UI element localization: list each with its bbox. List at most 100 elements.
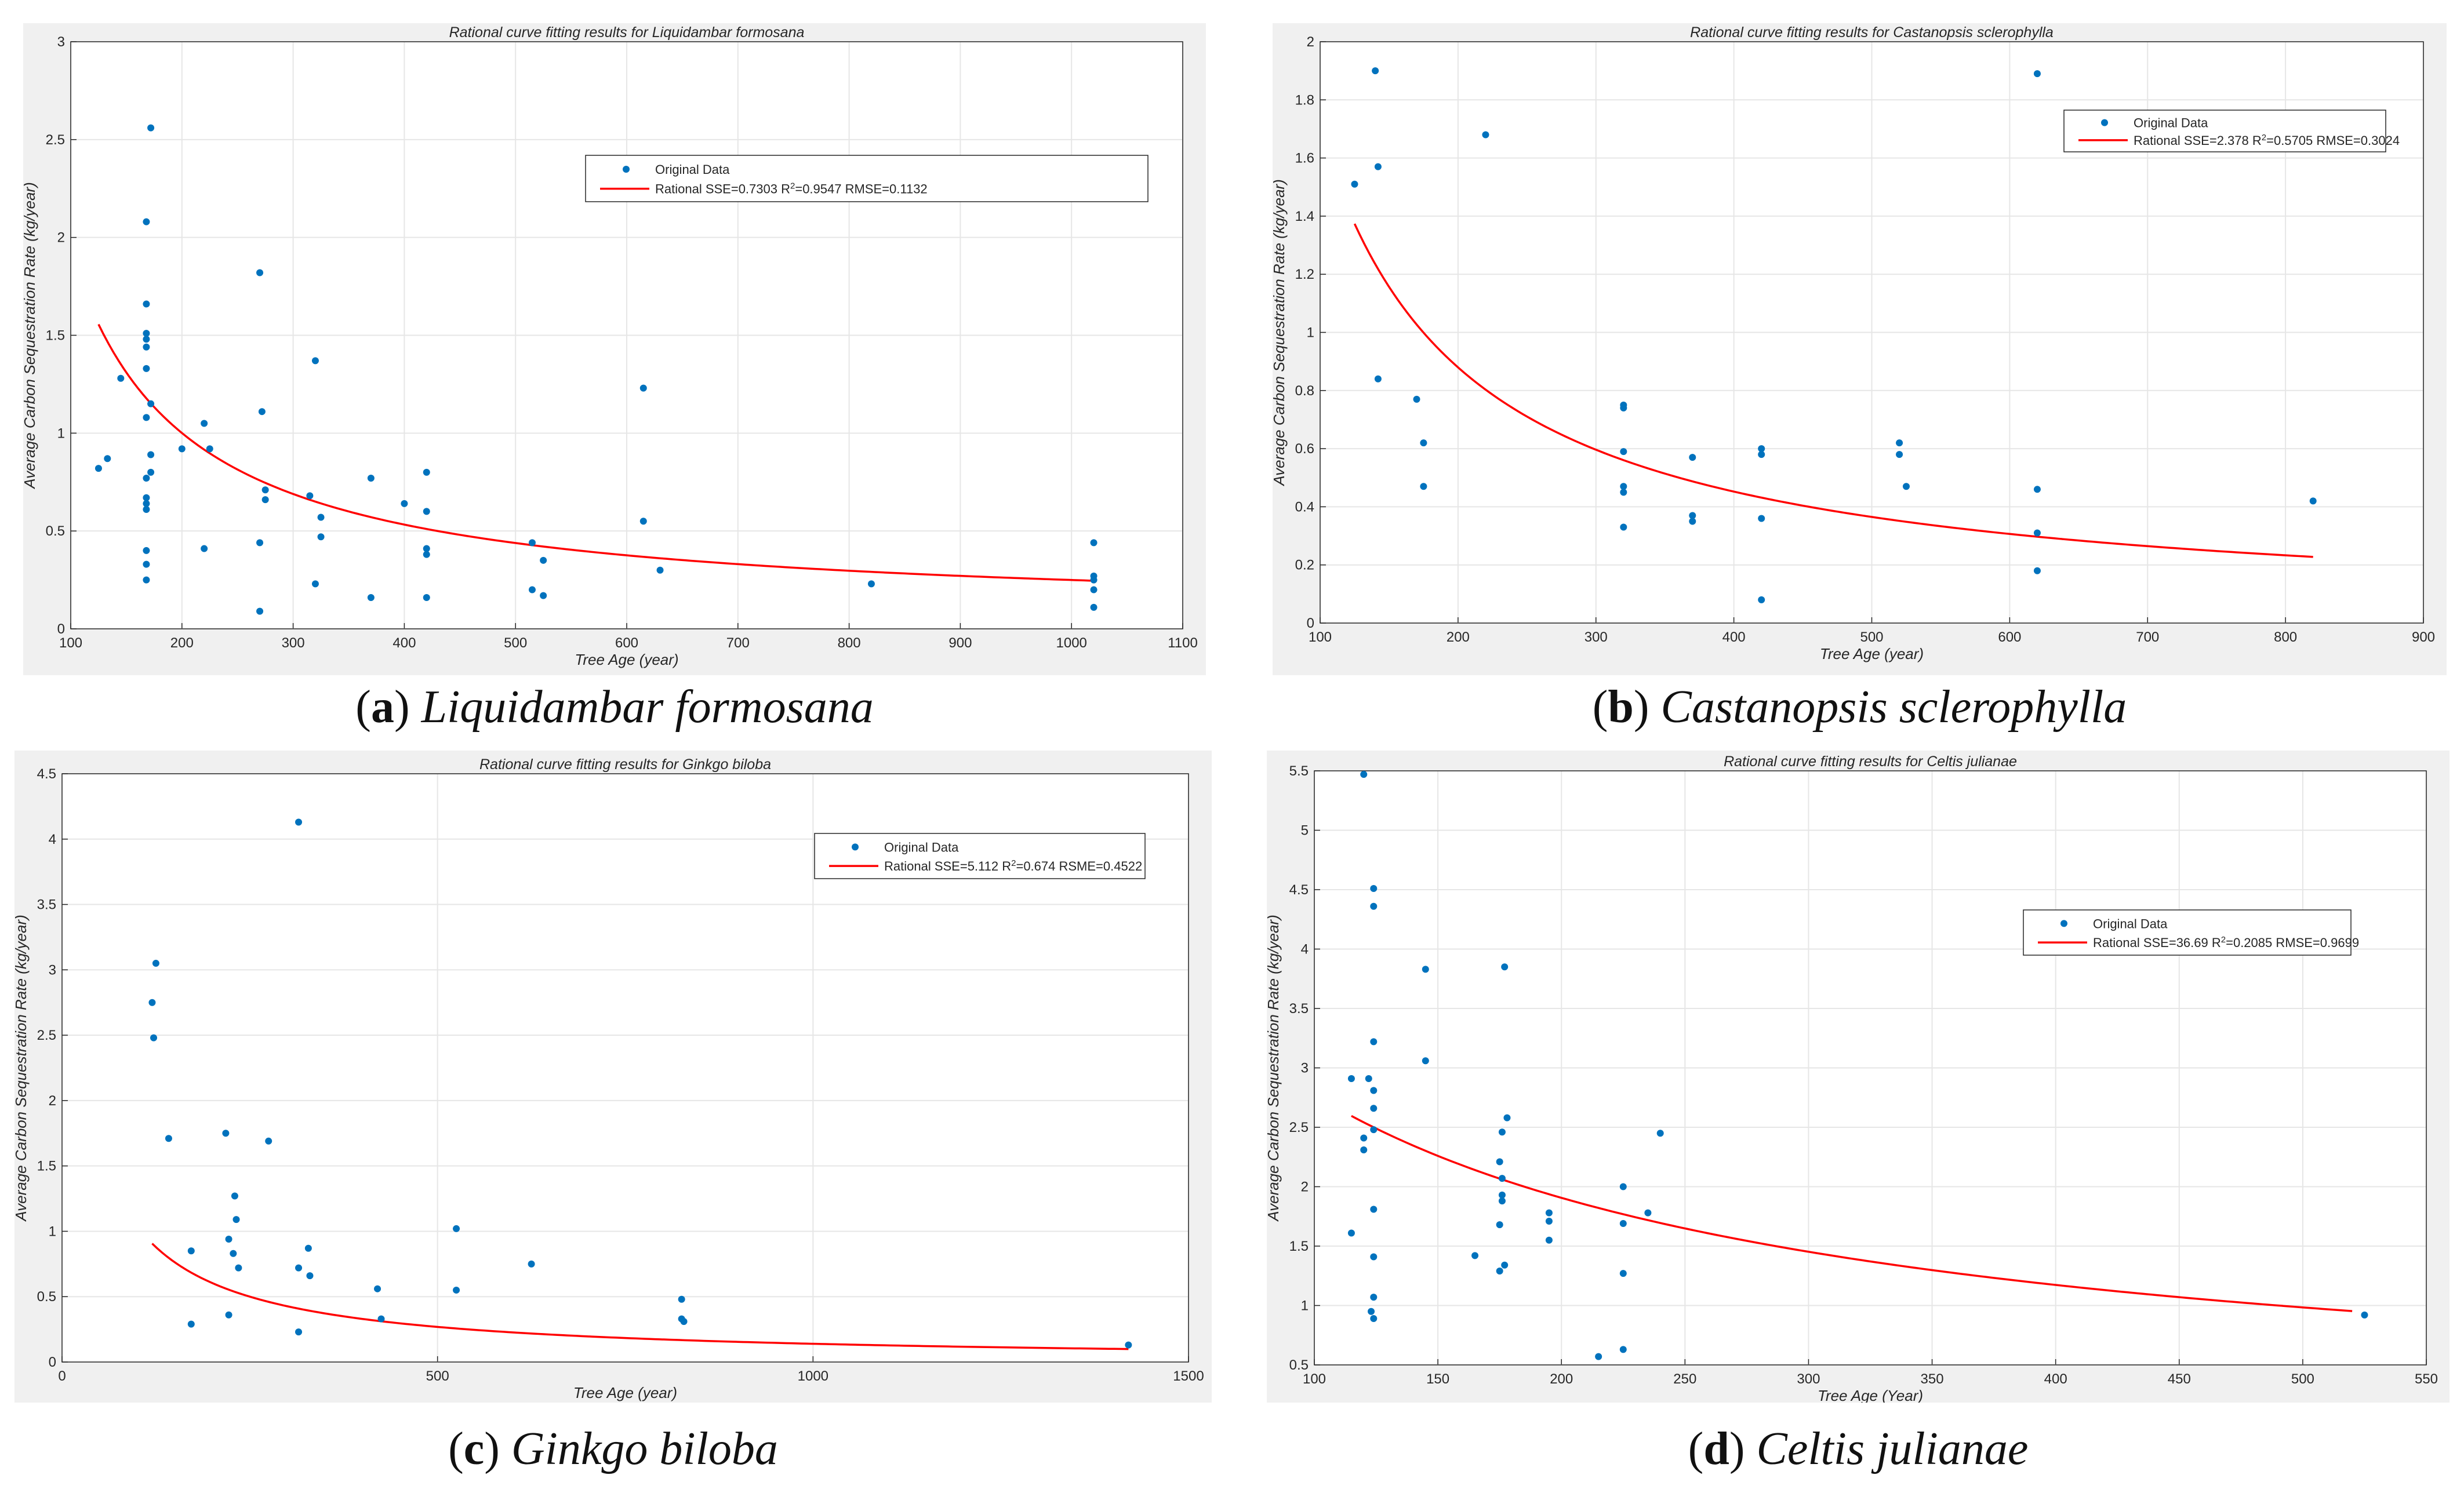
data-point [306,492,314,500]
data-point [423,468,430,476]
data-point [1125,1341,1132,1349]
data-point [1902,483,1910,490]
y-tick-label: 2 [49,1093,56,1109]
x-axis-label: Tree Age (Year) [1818,1387,1923,1403]
y-tick-label: 5 [1301,823,1309,839]
caption-d: (d) Celtis julianae [1688,1423,2029,1474]
x-tick-label: 1000 [1056,635,1087,651]
y-tick-label: 1.5 [46,328,65,344]
data-point [1689,512,1696,519]
caption-species: Celtis julianae [1756,1423,2029,1474]
data-point [1368,1308,1375,1315]
data-point [1689,518,1696,525]
x-tick-label: 250 [1673,1371,1696,1387]
data-point [1471,1252,1479,1259]
x-tick-label: 700 [2136,629,2159,645]
legend-scatter-label: Original Data [884,840,959,854]
y-tick-label: 2 [57,230,65,246]
caption-c: (c) Ginkgo biloba [448,1423,778,1474]
data-point [401,500,408,507]
data-point [1545,1217,1553,1225]
data-point [311,580,319,588]
data-point [423,551,430,558]
data-point [453,1286,460,1294]
y-tick-label: 0.4 [1295,499,1314,515]
y-tick-label: 3.5 [1289,1001,1309,1017]
chart-title: Rational curve fitting results for Liqui… [449,24,805,41]
x-tick-label: 200 [170,635,194,651]
data-point [1370,884,1378,892]
data-point [225,1235,232,1243]
chart-title: Rational curve fitting results for Celti… [1724,753,2017,770]
data-point [680,1318,688,1326]
chart-panel-ginkgo: 0 500 1000 1500 0 0.5 1 1.5 2 2.5 3 3.5 4 4.5 Rational… [14,751,1212,1403]
data-point [150,1034,158,1042]
y-tick-label: 4.5 [37,766,56,782]
data-point [256,269,264,276]
caption-letter: a [370,682,394,733]
data-point [528,586,536,593]
data-point [143,365,150,372]
data-point [1503,1114,1511,1121]
y-tick-label: 0 [49,1354,56,1370]
data-point [295,818,303,826]
data-point [143,500,150,507]
data-point [143,336,150,343]
x-tick-label: 900 [948,635,972,651]
data-point [1501,1261,1509,1269]
data-point [143,560,150,568]
data-point [540,556,547,564]
x-axis-label: Tree Age (year) [575,651,678,668]
axes-box [1320,41,2424,624]
data-point [231,1192,238,1200]
data-point [295,1328,303,1336]
x-tick-label: 500 [2291,1371,2314,1387]
chart-title: Rational curve fitting results for Ginkg… [479,756,771,773]
data-point [377,1315,385,1323]
y-tick-label: 0 [57,621,65,637]
data-point [1758,451,1765,458]
y-tick-label: 5.5 [1289,763,1309,779]
x-tick-label: 0 [58,1368,66,1384]
data-point [367,593,375,601]
data-point [117,374,125,382]
data-point [1422,966,1429,973]
data-point [1498,1175,1506,1182]
x-tick-label: 300 [1584,629,1608,645]
caption-species: Castanopsis sclerophylla [1660,682,2127,733]
data-point [1896,451,1903,458]
fit-curve [97,323,1094,582]
data-point [1545,1209,1553,1217]
data-point [152,960,159,967]
data-point [147,451,155,458]
caption-letter: b [1608,682,1634,733]
data-point [1370,1087,1378,1094]
x-tick-label: 600 [615,635,638,651]
data-point [528,539,536,547]
y-tick-label: 0.5 [37,1289,56,1305]
x-tick-label: 350 [1921,1371,1944,1387]
data-point [1351,180,1358,188]
x-axis-label: Tree Age (year) [1820,645,1924,662]
data-point [1498,1197,1506,1205]
caption-a: (a) Liquidambar formosana [355,682,874,733]
data-point [528,1260,535,1268]
data-point [143,506,150,514]
data-point [1422,1057,1429,1065]
data-point [178,445,186,453]
chart-celtis: 100 150 200 250 300 350 400 450 500 550 0.5 1 1.5 2 2.… [1267,751,2450,1403]
data-point [1545,1236,1553,1244]
data-point [656,566,664,574]
data-point [2033,486,2041,493]
y-tick-label: 1.2 [1295,267,1314,282]
y-tick-label: 0.2 [1295,558,1314,573]
data-point [1620,404,1627,412]
x-tick-label: 550 [2415,1371,2438,1387]
y-tick-label: 2.5 [37,1028,56,1043]
data-point [1370,1315,1378,1323]
data-point [1501,963,1509,971]
data-point [1595,1353,1602,1360]
data-point [143,330,150,337]
data-point [306,1272,314,1280]
data-point [143,343,150,351]
